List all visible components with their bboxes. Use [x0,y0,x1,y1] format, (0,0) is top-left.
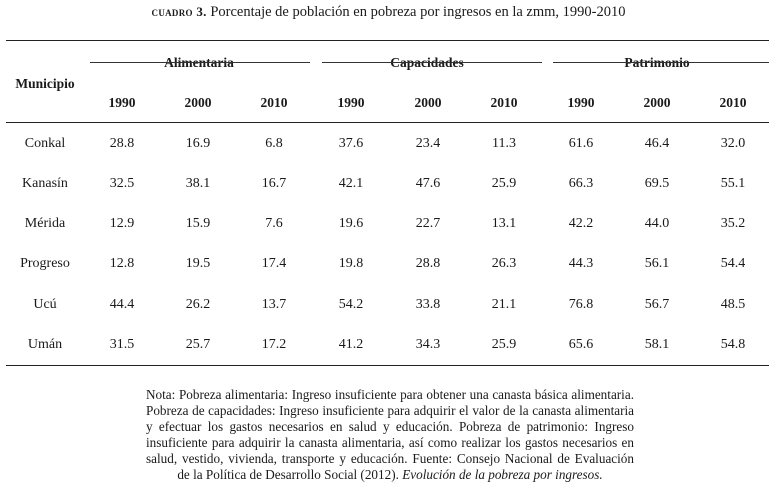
group-header: Patrimonio [624,55,690,70]
group-rule [553,62,769,63]
table-cell: 69.5 [644,176,670,191]
table-cell: 21.1 [491,297,517,312]
table-cell: 13.7 [261,297,287,312]
table-cell: 42.1 [338,176,364,191]
row-municipio: Progreso [20,256,70,271]
table-cell: 37.6 [338,136,364,151]
table-cell: 44.0 [644,216,670,231]
table-cell: 58.1 [644,337,670,352]
table-cell: 16.7 [261,176,287,191]
table-cell: 17.2 [261,337,287,352]
table-cell: 54.8 [720,337,746,352]
table-cell: 61.6 [568,136,594,151]
year-header: 1990 [567,95,595,110]
table-cell: 66.3 [568,176,594,191]
table-cell: 19.6 [338,216,364,231]
table-cell: 28.8 [109,136,135,151]
row-municipio: Conkal [24,136,66,151]
table-cell: 54.4 [720,256,746,271]
table-cell: 13.1 [491,216,517,231]
table-cell: 38.1 [185,176,211,191]
table-cell: 25.9 [491,337,517,352]
group-rule [90,62,310,63]
table-cell: 12.8 [109,256,135,271]
table-cell: 44.4 [109,297,135,312]
year-header: 2010 [490,95,518,110]
table-cell: 25.7 [185,337,211,352]
table-cell: 34.3 [415,337,441,352]
note-text: Nota: Pobreza alimentaria: Ingreso insuf… [146,387,634,482]
table-caption: cuadro 3. Porcentaje de población en pob… [0,4,777,21]
year-header: 2010 [719,95,747,110]
caption-label: cuadro 3. [151,4,207,19]
table-cell: 46.4 [644,136,670,151]
table-cell: 28.8 [415,256,441,271]
table-cell: 19.8 [338,256,364,271]
table-cell: 65.6 [568,337,594,352]
group-header: Alimentaria [164,55,234,70]
table-cell: 56.7 [644,297,670,312]
note-source-title: Evolución de la pobreza por ingresos. [402,467,603,482]
year-header: 2000 [643,95,671,110]
row-municipio: Mérida [24,216,66,231]
year-header: 1990 [337,95,365,110]
caption-text: Porcentaje de población en pobreza por i… [210,4,626,20]
table-cell: 7.6 [265,216,283,231]
table-cell: 33.8 [415,297,441,312]
table-cell: 16.9 [185,136,211,151]
table-cell: 19.5 [185,256,211,271]
year-header: 2000 [414,95,442,110]
table-cell: 48.5 [720,297,746,312]
table-cell: 76.8 [568,297,594,312]
table-cell: 42.2 [568,216,594,231]
table-cell: 12.9 [109,216,135,231]
table-bottom-rule [6,365,769,367]
table-cell: 35.2 [720,216,746,231]
table-cell: 32.0 [720,136,746,151]
table-cell: 32.5 [109,176,135,191]
table-cell: 55.1 [720,176,746,191]
row-municipio: Ucú [33,297,57,312]
table-cell: 23.4 [415,136,441,151]
row-municipio: Umán [27,337,63,352]
row-municipio: Kanasín [22,176,68,191]
table-cell: 6.8 [265,136,283,151]
table-cell: 47.6 [415,176,441,191]
row-header-municipio: Municipio [15,76,75,91]
group-rule [322,62,542,63]
table-top-rule [6,40,769,42]
table-cell: 31.5 [109,337,135,352]
table-cell: 11.3 [492,136,516,151]
table-cell: 26.2 [185,297,211,312]
table-cell: 17.4 [261,256,287,271]
group-header: Capacidades [390,55,464,70]
table-note: Nota: Pobreza alimentaria: Ingreso insuf… [146,387,634,483]
table-header-rule [6,122,769,124]
table-cell: 25.9 [491,176,517,191]
table-cell: 54.2 [338,297,364,312]
table-cell: 26.3 [491,256,517,271]
table-cell: 56.1 [644,256,670,271]
year-header: 1990 [108,95,136,110]
table-cell: 15.9 [185,216,211,231]
table-cell: 44.3 [568,256,594,271]
year-header: 2010 [260,95,288,110]
table-cell: 41.2 [338,337,364,352]
table-cell: 22.7 [415,216,441,231]
year-header: 2000 [184,95,212,110]
